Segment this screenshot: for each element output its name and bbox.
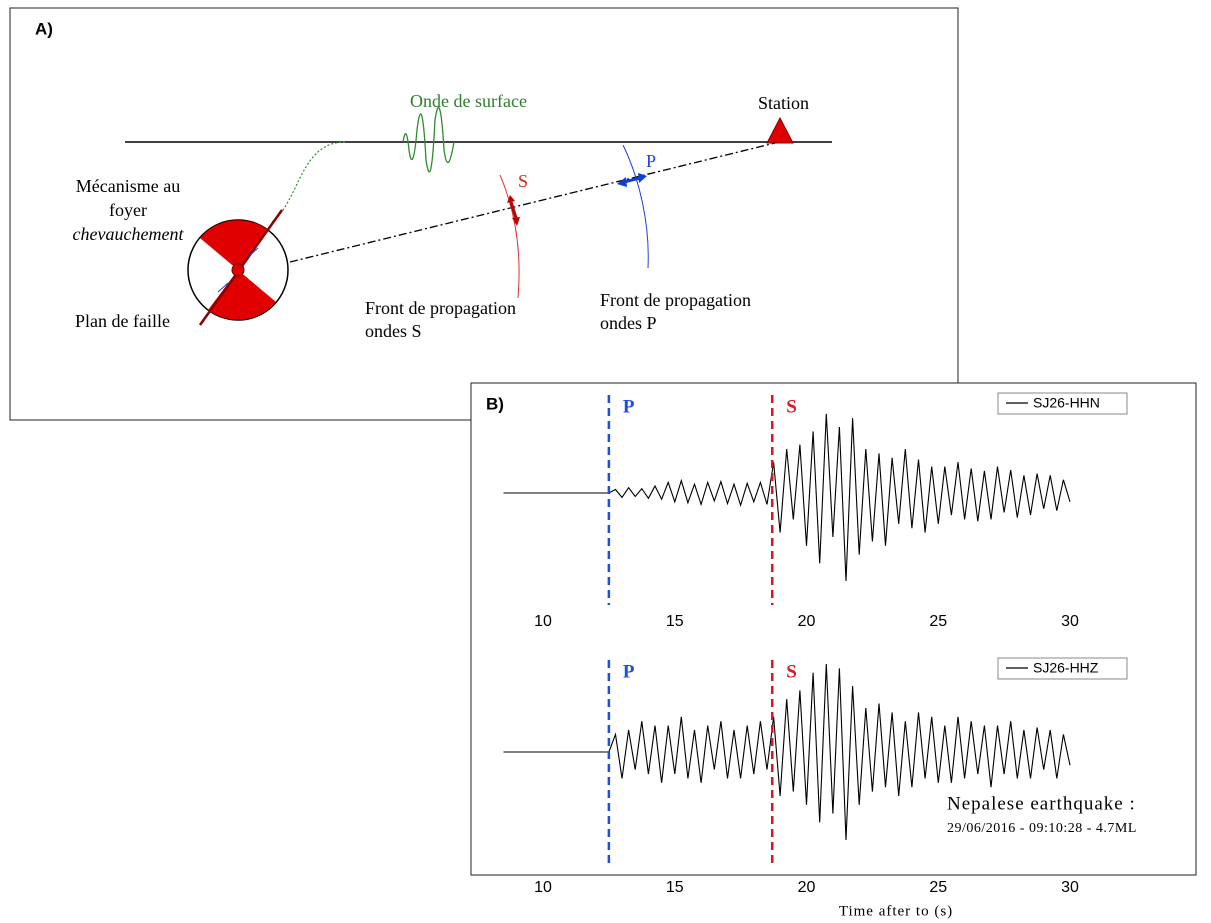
x-tick-label: 10 (534, 613, 552, 630)
x-tick-label: 25 (929, 879, 947, 896)
phase-label: S (786, 661, 797, 682)
station-icon (766, 116, 794, 144)
x-tick-label: 10 (534, 879, 552, 896)
s-label: S (518, 171, 528, 191)
fault-plane-label: Plan de faille (75, 311, 170, 331)
ray-path (289, 142, 776, 263)
x-tick-label: 20 (798, 879, 816, 896)
waveform (503, 413, 1071, 582)
legend-box (997, 657, 1128, 680)
p-label: P (646, 151, 656, 171)
s-front-label: ondes S (365, 321, 422, 341)
waveform (503, 663, 1071, 841)
x-tick-label: 25 (929, 613, 947, 630)
x-tick-label: 15 (666, 879, 684, 896)
phase-label: P (623, 396, 635, 417)
p-front-label: ondes P (600, 313, 657, 333)
p-front (622, 144, 649, 269)
x-tick-label: 20 (798, 613, 816, 630)
surface-wave (402, 107, 455, 173)
s-arrow (507, 195, 520, 226)
phase-label: S (786, 396, 797, 417)
legend-label: SJ26-HHZ (1033, 660, 1099, 676)
phase-label: P (623, 661, 635, 682)
s-front-label: Front de propagation (365, 298, 516, 318)
mechanism-label: foyer (109, 200, 147, 220)
panel-label: A) (35, 19, 53, 38)
mechanism-label: Mécanisme au (76, 176, 180, 196)
x-tick-label: 15 (666, 613, 684, 630)
surface-wave-label: Onde de surface (410, 91, 527, 111)
station-label: Station (758, 93, 809, 113)
panel-label: B) (486, 394, 504, 413)
annotation: 29/06/2016 - 09:10:28 - 4.7ML (947, 821, 1137, 836)
p-arrow (617, 173, 647, 187)
x-tick-label: 30 (1061, 879, 1079, 896)
x-tick-label: 30 (1061, 613, 1079, 630)
legend-box (997, 392, 1128, 415)
p-front-label: Front de propagation (600, 290, 751, 310)
annotation: Nepalese earthquake : (947, 793, 1136, 814)
mechanism-label: chevauchement (73, 224, 185, 244)
beachball (187, 209, 289, 326)
legend-label: SJ26-HHN (1033, 395, 1100, 411)
seismograms: 10 15 20 25 30 SJ26-HHN P S 10 15 20 25 30 SJ26-HHZ P S… (503, 392, 1137, 919)
s-front (499, 174, 520, 299)
x-axis-label: Time after to (s) (839, 903, 953, 919)
